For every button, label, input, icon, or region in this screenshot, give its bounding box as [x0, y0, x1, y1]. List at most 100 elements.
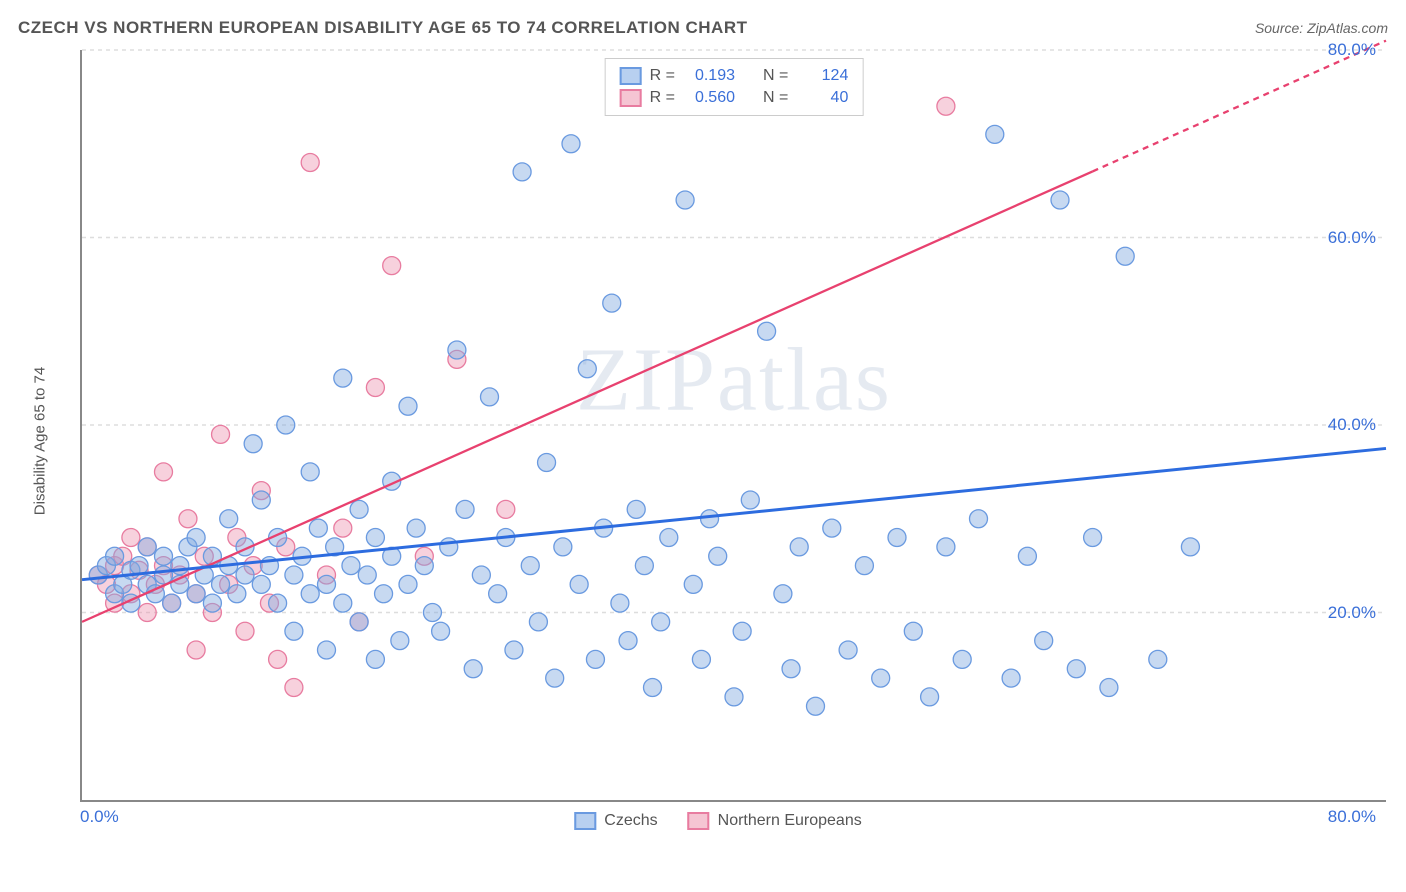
- point-czechs: [733, 622, 751, 640]
- point-czechs: [138, 538, 156, 556]
- point-czechs: [970, 510, 988, 528]
- point-czechs: [937, 538, 955, 556]
- point-czechs: [823, 519, 841, 537]
- point-czechs: [432, 622, 450, 640]
- chart-title: CZECH VS NORTHERN EUROPEAN DISABILITY AG…: [18, 18, 748, 38]
- legend-correlation-row: R = 0.560 N = 40: [620, 87, 849, 109]
- point-czechs: [807, 697, 825, 715]
- point-czechs: [301, 585, 319, 603]
- point-czechs: [350, 613, 368, 631]
- point-czechs: [505, 641, 523, 659]
- point-czechs: [399, 575, 417, 593]
- point-czechs: [741, 491, 759, 509]
- point-czechs: [464, 660, 482, 678]
- point-czechs: [203, 594, 221, 612]
- point-northern: [236, 622, 254, 640]
- point-czechs: [358, 566, 376, 584]
- point-czechs: [212, 575, 230, 593]
- point-czechs: [627, 500, 645, 518]
- point-czechs: [366, 650, 384, 668]
- point-czechs: [521, 557, 539, 575]
- point-czechs: [1149, 650, 1167, 668]
- point-czechs: [228, 585, 246, 603]
- point-czechs: [586, 650, 604, 668]
- legend-n-value: 40: [796, 89, 848, 107]
- legend-n-label: N =: [763, 89, 788, 107]
- point-czechs: [301, 463, 319, 481]
- point-czechs: [456, 500, 474, 518]
- point-czechs: [570, 575, 588, 593]
- point-northern: [937, 97, 955, 115]
- point-czechs: [1181, 538, 1199, 556]
- point-czechs: [277, 416, 295, 434]
- point-czechs: [285, 566, 303, 584]
- legend-n-value: 124: [796, 67, 848, 85]
- point-czechs: [366, 529, 384, 547]
- point-czechs: [1051, 191, 1069, 209]
- plot-svg: [82, 50, 1386, 800]
- series-legend: Czechs Northern Europeans: [574, 812, 861, 830]
- point-czechs: [1084, 529, 1102, 547]
- point-czechs: [1002, 669, 1020, 687]
- legend-r-label: R =: [650, 89, 675, 107]
- point-czechs: [309, 519, 327, 537]
- point-czechs: [538, 454, 556, 472]
- point-czechs: [236, 566, 254, 584]
- point-czechs: [423, 604, 441, 622]
- point-czechs: [839, 641, 857, 659]
- point-czechs: [774, 585, 792, 603]
- point-northern: [138, 604, 156, 622]
- point-czechs: [676, 191, 694, 209]
- plot-region: ZIPatlas R = 0.193N = 124R = 0.560N = 40…: [80, 50, 1386, 802]
- point-czechs: [415, 557, 433, 575]
- point-czechs: [318, 575, 336, 593]
- x-tick-max: 80.0%: [1328, 807, 1376, 827]
- point-czechs: [701, 510, 719, 528]
- point-czechs: [252, 575, 270, 593]
- legend-correlation-row: R = 0.193N = 124: [620, 65, 849, 87]
- legend-r-value: 0.193: [683, 67, 735, 85]
- point-czechs: [1035, 632, 1053, 650]
- point-czechs: [269, 594, 287, 612]
- point-czechs: [872, 669, 890, 687]
- legend-r-value: 0.560: [683, 89, 735, 107]
- point-northern: [301, 154, 319, 172]
- point-czechs: [155, 566, 173, 584]
- point-czechs: [318, 641, 336, 659]
- point-czechs: [440, 538, 458, 556]
- point-czechs: [489, 585, 507, 603]
- point-czechs: [334, 594, 352, 612]
- point-czechs: [1018, 547, 1036, 565]
- point-czechs: [155, 547, 173, 565]
- point-northern: [383, 257, 401, 275]
- y-axis-label: Disability Age 65 to 74: [32, 367, 49, 515]
- legend-swatch: [688, 812, 710, 830]
- trendline-northern-dashed: [1093, 41, 1386, 172]
- y-tick-label: 80.0%: [1328, 40, 1376, 60]
- point-czechs: [334, 369, 352, 387]
- point-northern: [285, 679, 303, 697]
- point-czechs: [986, 125, 1004, 143]
- point-northern: [269, 650, 287, 668]
- point-czechs: [684, 575, 702, 593]
- point-czechs: [578, 360, 596, 378]
- chart-area: Disability Age 65 to 74 ZIPatlas R = 0.1…: [50, 50, 1386, 832]
- point-czechs: [391, 632, 409, 650]
- point-czechs: [350, 500, 368, 518]
- y-tick-label: 40.0%: [1328, 415, 1376, 435]
- point-czechs: [619, 632, 637, 650]
- point-czechs: [660, 529, 678, 547]
- point-northern: [497, 500, 515, 518]
- point-czechs: [554, 538, 572, 556]
- legend-series-label: Czechs: [604, 812, 657, 830]
- point-czechs: [611, 594, 629, 612]
- legend-series-label: Northern Europeans: [718, 812, 862, 830]
- point-czechs: [1116, 247, 1134, 265]
- legend-swatch: [620, 89, 642, 107]
- trendline-czechs: [82, 448, 1386, 579]
- point-czechs: [472, 566, 490, 584]
- y-tick-label: 20.0%: [1328, 603, 1376, 623]
- point-czechs: [1067, 660, 1085, 678]
- legend-swatch: [574, 812, 596, 830]
- legend-n-label: N =: [763, 67, 788, 85]
